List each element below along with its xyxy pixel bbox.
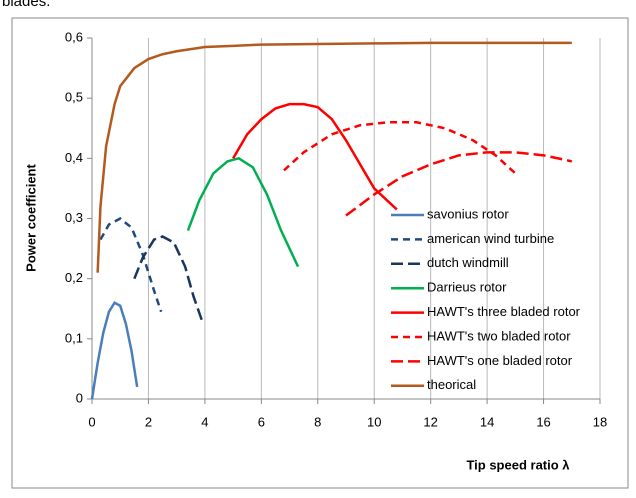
x-tick-label: 10	[367, 414, 381, 429]
x-tick-label: 6	[258, 414, 265, 429]
x-tick-label: 4	[201, 414, 208, 429]
caption: blades.	[2, 0, 50, 10]
series-line	[90, 301, 139, 400]
x-tick-label: 18	[593, 414, 607, 429]
y-tick-label: 0,5	[65, 90, 83, 105]
chart-frame	[11, 17, 629, 489]
y-tick-label: 0,6	[65, 29, 83, 44]
series-line	[96, 41, 572, 273]
x-tick-label: 2	[145, 414, 152, 429]
y-tick-label: 0	[76, 390, 83, 405]
y-tick-label: 0,3	[65, 210, 83, 225]
x-tick-label: 12	[423, 414, 437, 429]
y-tick-label: 0,4	[65, 150, 83, 165]
y-tick-label: 0,1	[65, 330, 83, 345]
x-tick-label: 8	[314, 414, 321, 429]
legend-label: HAWT's two bladed rotor	[427, 328, 571, 343]
y-axis-label: Power coefficient	[23, 164, 38, 272]
series-line	[99, 217, 163, 313]
legend-label: dutch windmill	[427, 255, 509, 270]
series-line	[345, 151, 573, 217]
x-axis-label: Tip speed ratio λ	[466, 457, 570, 472]
x-tick-label: 0	[88, 414, 95, 429]
series-line	[133, 235, 204, 322]
legend-label: american wind turbine	[427, 231, 554, 246]
y-tick-label: 0,2	[65, 270, 83, 285]
series-line	[232, 102, 398, 211]
legend-label: HAWT's three bladed rotor	[427, 304, 581, 319]
legend-label: HAWT's one bladed rotor	[427, 353, 573, 368]
series-line	[186, 156, 300, 268]
x-tick-label: 16	[536, 414, 550, 429]
legend-label: savonius rotor	[427, 206, 509, 221]
series-line	[283, 120, 517, 175]
x-tick-label: 14	[480, 414, 494, 429]
legend-label: Darrieus rotor	[427, 280, 507, 295]
legend-label: theorical	[427, 377, 476, 392]
